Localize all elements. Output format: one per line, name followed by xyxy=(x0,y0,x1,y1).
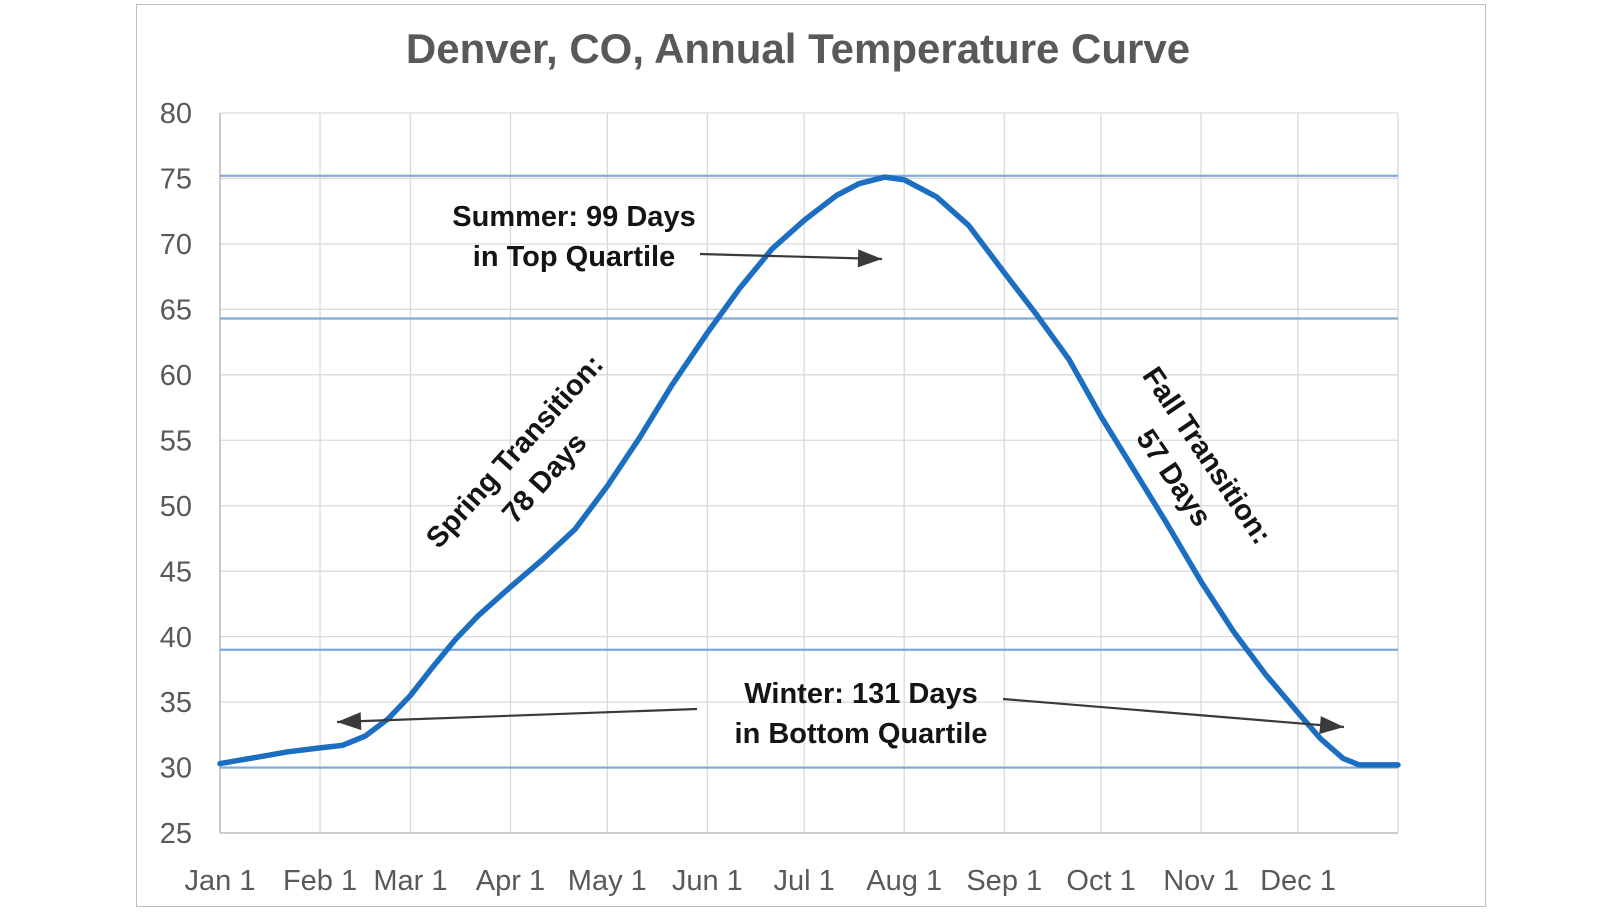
x-axis-tick-label: Nov 1 xyxy=(1163,865,1239,897)
annotation-line: Winter: 131 Days xyxy=(744,678,978,710)
temperature-chart-svg: 80 75 70 65 60 55 50 45 40 35 30 25 Jan 1 Feb 1 Mar 1 A… xyxy=(160,98,1401,897)
annotation-arrow xyxy=(336,707,698,724)
x-axis-tick-label: Jul 1 xyxy=(774,865,835,897)
annotation-line: Summer: 99 Days xyxy=(452,201,696,233)
x-axis-tick-label: Dec 1 xyxy=(1260,865,1336,897)
y-axis-tick-label: 50 xyxy=(160,491,192,523)
y-axis-tick-label: 80 xyxy=(160,98,192,130)
annotation-arrowhead xyxy=(337,712,362,731)
x-axis-tick-label: Jan 1 xyxy=(185,865,256,897)
annotation-winter: Winter: 131 Days in Bottom Quartile xyxy=(735,674,988,754)
x-axis-tick-label: Apr 1 xyxy=(476,865,545,897)
y-axis-tick-label: 30 xyxy=(160,753,192,785)
annotation-summer: Summer: 99 Days in Top Quartile xyxy=(452,197,695,277)
x-axis-tick-label: Aug 1 xyxy=(866,865,942,897)
chart-frame: Denver, CO, Annual Temperature Curve 80 7… xyxy=(136,4,1486,907)
annotation-arrowhead xyxy=(1319,716,1344,735)
chart-title: Denver, CO, Annual Temperature Curve xyxy=(405,25,1191,72)
y-axis-tick-label: 65 xyxy=(160,295,192,327)
annotation-arrow xyxy=(699,252,883,261)
y-axis-tick-label: 70 xyxy=(160,229,192,261)
y-axis-tick-label: 35 xyxy=(160,687,192,719)
y-axis-tick-label: 40 xyxy=(160,622,192,654)
y-axis-tick-label: 60 xyxy=(160,360,192,392)
x-axis-tick-label: Feb 1 xyxy=(283,865,357,897)
temperature-curve xyxy=(217,174,1401,768)
y-axis-tick-label: 55 xyxy=(160,425,192,457)
x-axis-tick-label: Jun 1 xyxy=(672,865,743,897)
annotation-line: in Bottom Quartile xyxy=(734,718,988,750)
annotation-line: in Top Quartile xyxy=(472,241,676,273)
annotation-arrow xyxy=(1002,697,1345,729)
y-axis-tick-label: 45 xyxy=(160,556,192,588)
x-axis-tick-label: Mar 1 xyxy=(373,865,447,897)
y-axis-tick-label: 75 xyxy=(160,164,192,196)
y-axis-tick-label: 25 xyxy=(160,818,192,850)
annotation-arrowhead xyxy=(857,249,882,268)
x-axis-tick-label: May 1 xyxy=(568,865,647,897)
x-axis-tick-label: Sep 1 xyxy=(966,865,1042,897)
x-axis-tick-label: Oct 1 xyxy=(1066,865,1135,897)
